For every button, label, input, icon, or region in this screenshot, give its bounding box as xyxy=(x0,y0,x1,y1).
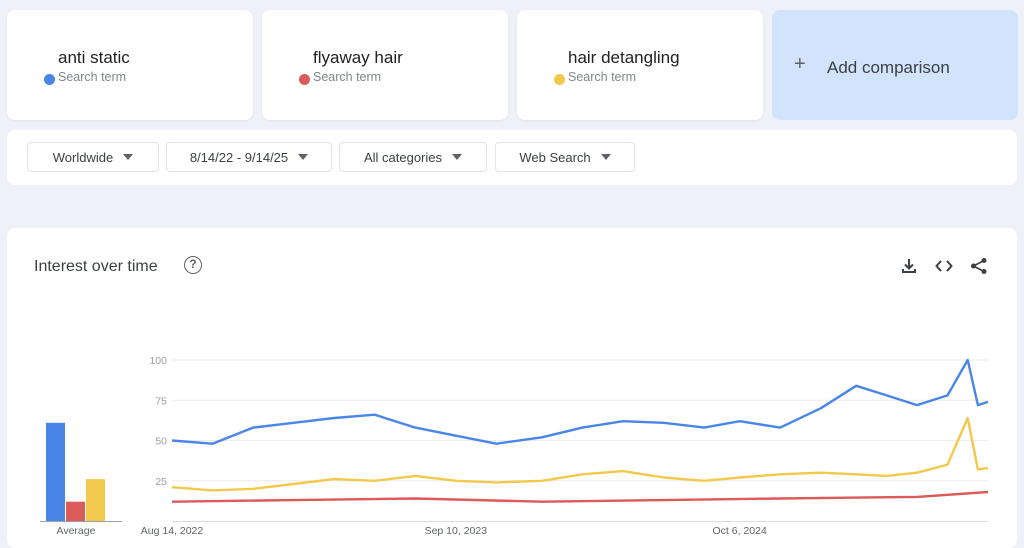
term-subtitle: Search term xyxy=(58,70,127,84)
term-subtitle: Search term xyxy=(568,70,637,84)
term-card-anti-static[interactable]: anti static Search term xyxy=(7,10,253,120)
embed-icon[interactable] xyxy=(934,256,954,276)
term-color-dot xyxy=(299,74,310,85)
panel-title: Interest over time xyxy=(34,258,158,275)
term-card-hair-detangling[interactable]: hair detangling Search term xyxy=(517,10,763,120)
date-range-value: 8/14/22 - 9/14/25 xyxy=(189,149,289,165)
filter-bar: Worldwide 8/14/22 - 9/14/25 All categori… xyxy=(7,130,1017,185)
term-name[interactable]: anti static xyxy=(58,48,130,67)
add-comparison-button[interactable]: + Add comparison xyxy=(772,10,1018,120)
region-dropdown[interactable]: Worldwide xyxy=(27,142,159,172)
share-icon[interactable] xyxy=(969,256,989,276)
term-color-dot xyxy=(554,74,565,85)
interest-over-time-panel: Interest over time ? xyxy=(7,228,1017,548)
category-value: All categories xyxy=(363,149,443,165)
download-icon[interactable] xyxy=(899,256,919,276)
search-type-dropdown[interactable]: Web Search xyxy=(495,142,635,172)
term-card-flyaway-hair[interactable]: flyaway hair Search term xyxy=(262,10,508,120)
term-subtitle: Search term xyxy=(313,70,382,84)
plus-icon: + xyxy=(794,53,806,75)
region-value: Worldwide xyxy=(52,149,114,165)
add-comparison-label: Add comparison xyxy=(827,58,950,77)
chevron-down-icon xyxy=(123,154,134,160)
term-name[interactable]: flyaway hair xyxy=(313,48,403,67)
help-icon[interactable]: ? xyxy=(184,256,202,274)
search-type-value: Web Search xyxy=(519,149,591,165)
term-name[interactable]: hair detangling xyxy=(568,48,680,67)
date-range-dropdown[interactable]: 8/14/22 - 9/14/25 xyxy=(166,142,332,172)
category-dropdown[interactable]: All categories xyxy=(339,142,487,172)
chevron-down-icon xyxy=(600,154,611,160)
chevron-down-icon xyxy=(298,154,309,160)
chevron-down-icon xyxy=(452,154,463,160)
term-color-dot xyxy=(44,74,55,85)
